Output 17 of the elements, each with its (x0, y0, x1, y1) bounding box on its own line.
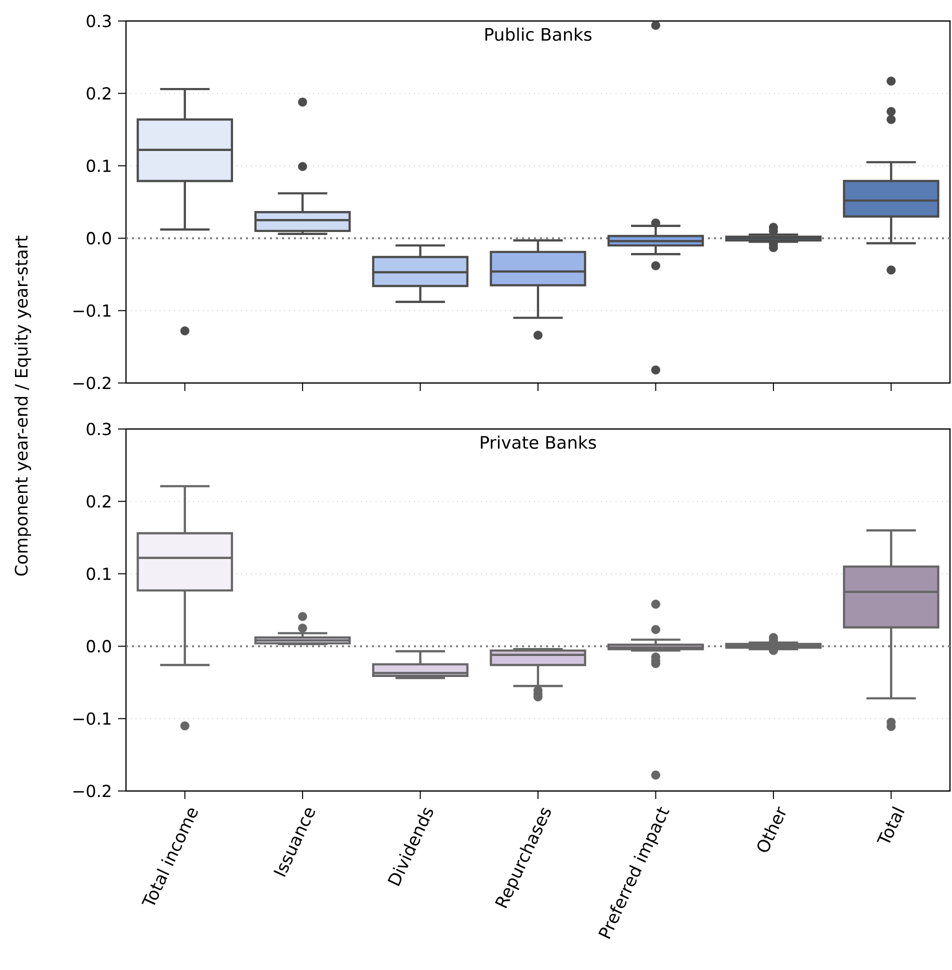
y-tick-label: 0.3 (86, 422, 111, 436)
y-tick-label: −0.2 (74, 784, 110, 798)
y-tick-label: −0.1 (74, 712, 111, 725)
y-tick-label: 0.0 (86, 232, 111, 244)
chart-title: Private Banks (480, 436, 596, 449)
y-tick-label: 0.3 (86, 14, 111, 28)
x-tick-label: Other (757, 806, 786, 852)
y-tick-label: −0.2 (74, 376, 110, 390)
y-tick-label: 0.2 (86, 495, 110, 508)
y-tick-label: 0.0 (86, 640, 111, 652)
y-axis-title: Component year-end / Equity year-start (14, 236, 32, 576)
chart-title: Public Banks (485, 28, 592, 41)
y-tick-label: 0.1 (86, 160, 111, 172)
x-tick-label: Total (876, 806, 904, 843)
y-tick-label: 0.2 (86, 87, 110, 100)
y-tick-label: −0.1 (74, 304, 111, 317)
y-tick-label: 0.1 (86, 568, 111, 580)
